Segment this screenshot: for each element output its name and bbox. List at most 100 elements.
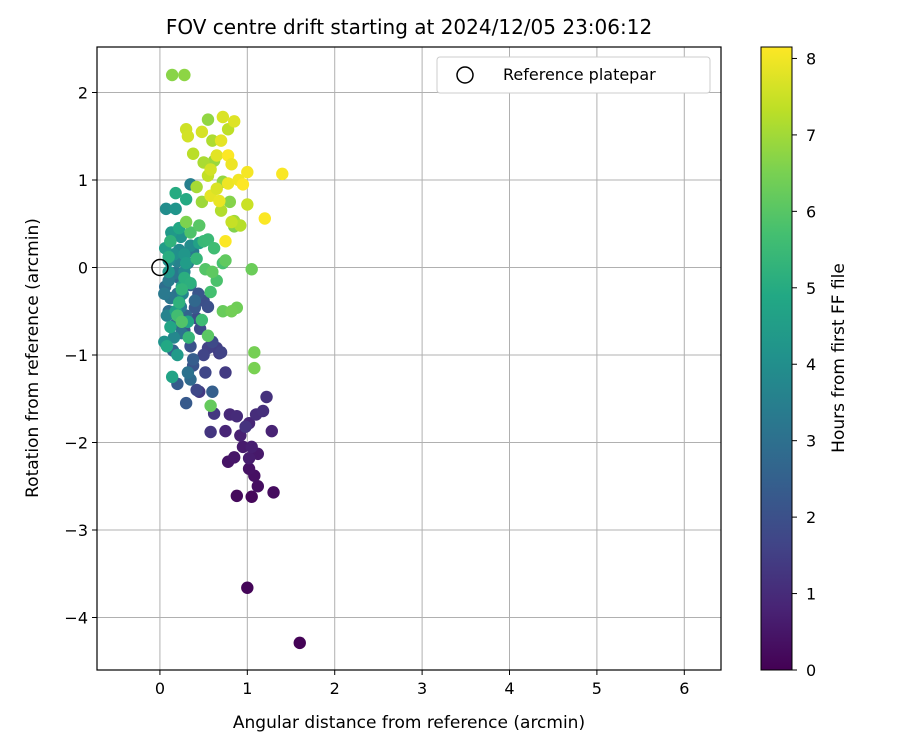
y-tick-label: −2 — [64, 434, 88, 453]
data-point — [186, 353, 200, 366]
data-point — [188, 294, 202, 307]
data-point — [206, 385, 219, 398]
data-point — [216, 305, 230, 318]
colorbar-tick-label: 3 — [806, 432, 816, 451]
colorbar — [760, 46, 793, 671]
x-tick-label: 0 — [155, 679, 165, 698]
data-point — [207, 242, 221, 255]
colorbar-tick-label: 0 — [806, 661, 816, 680]
data-point — [195, 125, 209, 139]
data-point — [179, 256, 193, 270]
y-tick-label: −4 — [64, 609, 88, 628]
data-point — [256, 404, 270, 418]
data-point — [204, 399, 217, 412]
data-point — [206, 265, 219, 279]
data-point — [219, 424, 232, 438]
x-tick-label: 6 — [679, 679, 689, 698]
data-point — [162, 265, 175, 279]
data-point — [251, 480, 265, 493]
data-point — [164, 320, 177, 334]
data-point — [184, 277, 197, 290]
colorbar-tick-label: 4 — [806, 355, 816, 374]
data-point — [190, 180, 203, 194]
data-point — [248, 361, 261, 375]
data-point — [216, 110, 230, 124]
data-point — [193, 219, 206, 232]
data-point — [197, 348, 210, 362]
y-tick-label: −3 — [64, 521, 88, 540]
data-point — [228, 451, 241, 464]
data-point — [225, 305, 238, 318]
data-point — [159, 202, 173, 216]
data-point — [201, 113, 215, 126]
data-points — [158, 68, 306, 650]
y-tick-label: 2 — [78, 84, 88, 103]
data-point — [248, 346, 261, 359]
y-tick-label: −1 — [64, 346, 88, 365]
legend-label: Reference platepar — [503, 65, 656, 84]
data-point — [219, 254, 232, 267]
colorbar-tick-label: 7 — [806, 126, 816, 145]
data-point — [236, 178, 250, 191]
data-point — [195, 313, 209, 327]
data-point — [175, 283, 188, 296]
data-point — [204, 425, 217, 439]
data-point — [214, 134, 228, 147]
data-point — [245, 263, 258, 276]
data-point — [167, 331, 181, 344]
data-point — [162, 250, 175, 264]
plot-frame — [96, 46, 722, 671]
data-point — [239, 420, 252, 433]
y-axis-label: Rotation from reference (arcmin) — [23, 218, 43, 498]
data-point — [210, 149, 223, 162]
legend-marker — [456, 66, 474, 84]
data-point — [221, 177, 235, 190]
data-point — [172, 296, 186, 309]
x-axis-label: Angular distance from reference (arcmin) — [233, 713, 585, 733]
data-point — [178, 68, 191, 82]
data-point — [190, 383, 203, 397]
data-point — [199, 366, 212, 379]
data-point — [219, 235, 232, 248]
colorbar-label: Hours from first FF file — [829, 263, 849, 453]
data-point — [260, 390, 273, 404]
data-point — [293, 636, 306, 650]
y-axis-ticks: −4 −3 −2 −1 0 1 2 — [64, 84, 97, 628]
x-axis-ticks: 0 1 2 3 4 5 6 — [155, 670, 689, 698]
data-point — [179, 193, 193, 206]
reference-point — [151, 258, 169, 277]
data-point — [201, 329, 215, 342]
data-point — [236, 440, 250, 454]
data-point — [158, 287, 171, 300]
data-point — [230, 489, 244, 503]
x-tick-label: 1 — [242, 679, 252, 698]
data-point — [201, 300, 215, 314]
x-tick-label: 5 — [592, 679, 602, 698]
colorbar-tick-label: 2 — [806, 508, 816, 527]
colorbar-tick-label: 8 — [806, 49, 816, 68]
x-tick-label: 2 — [330, 679, 340, 698]
data-point — [175, 315, 188, 328]
data-point — [241, 581, 254, 594]
data-point — [258, 212, 271, 225]
data-point — [213, 194, 226, 208]
data-point — [225, 158, 238, 171]
data-point — [214, 346, 228, 359]
data-point — [204, 285, 217, 299]
data-point — [241, 165, 254, 179]
data-point — [181, 130, 195, 143]
data-point — [165, 68, 179, 82]
x-tick-label: 3 — [417, 679, 427, 698]
colorbar-tick-label: 1 — [806, 585, 816, 604]
legend: Reference platepar — [436, 56, 711, 94]
data-point — [162, 274, 175, 287]
data-point — [265, 424, 278, 438]
data-point — [267, 486, 280, 499]
y-tick-label: 1 — [78, 171, 88, 190]
data-point — [204, 163, 217, 176]
data-point — [225, 215, 238, 229]
data-point — [171, 348, 184, 362]
data-point — [164, 235, 177, 248]
data-point — [228, 115, 241, 128]
